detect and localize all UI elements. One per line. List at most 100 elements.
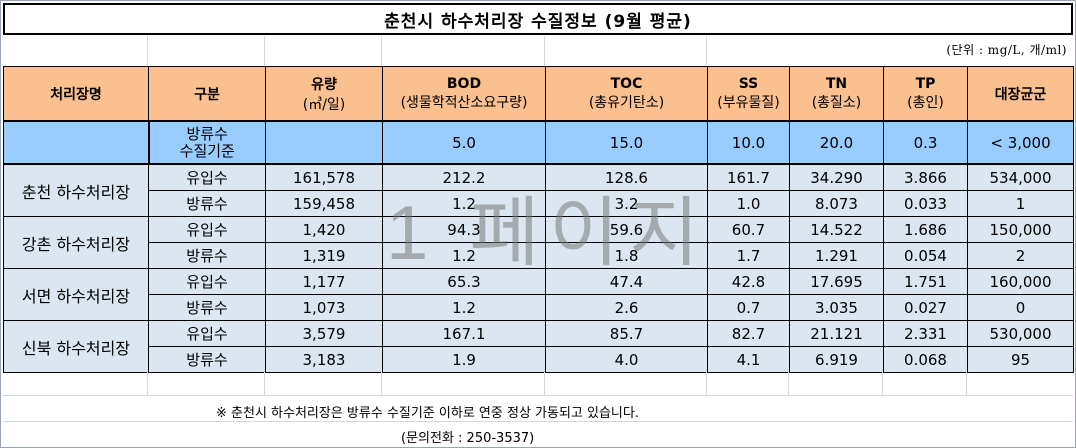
grid-cell (545, 36, 707, 66)
grid-cell (382, 36, 545, 66)
cell-ss: 1.7 (707, 242, 790, 269)
cell-toc: 4.0 (545, 346, 708, 373)
cell-coliform: 530,000 (967, 320, 1074, 347)
header-bod: BOD (생물학적산소요구량) (382, 66, 546, 122)
standard-flow (265, 120, 383, 165)
grid-cell (148, 36, 265, 66)
cell-coliform: 534,000 (967, 163, 1074, 191)
row-type: 방류수 (148, 294, 266, 321)
row-type: 유입수 (148, 216, 266, 243)
grid-cell (707, 370, 789, 395)
cell-tn: 21.121 (789, 320, 884, 347)
table-row: 강촌 하수처리장 유입수 1,420 94.3 59.6 60.7 14.522… (3, 216, 1074, 269)
plant-name: 강촌 하수처리장 (3, 216, 149, 269)
grid-cell (883, 370, 967, 395)
header-ss: SS (부유물질) (707, 66, 790, 122)
cell-coliform: 150,000 (967, 216, 1074, 243)
cell-tp: 0.068 (883, 346, 968, 373)
cell-flow: 161,578 (265, 163, 383, 191)
plant-name: 춘천 하수처리장 (3, 163, 149, 217)
cell-ss: 161.7 (707, 163, 790, 191)
cell-coliform: 160,000 (967, 268, 1074, 295)
cell-tn: 6.919 (789, 346, 884, 373)
cell-coliform: 0 (967, 294, 1074, 321)
cell-tn: 34.290 (789, 163, 884, 191)
cell-flow: 1,177 (265, 268, 383, 295)
row-type: 방류수 (148, 346, 266, 373)
cell-bod: 1.2 (382, 242, 546, 269)
header-type: 구분 (148, 66, 266, 122)
standard-empty-cell (3, 120, 149, 165)
grid-cell (3, 370, 148, 395)
header-tp: TP (총인) (883, 66, 968, 122)
standard-bod: 5.0 (382, 120, 546, 165)
cell-bod: 212.2 (382, 163, 546, 191)
row-type: 유입수 (148, 163, 266, 191)
table-row: 방류수 1,073 1.2 2.6 0.7 3.035 0.027 0 (4, 294, 1074, 321)
cell-coliform: 2 (967, 242, 1074, 269)
cell-flow: 1,420 (265, 216, 383, 243)
table-row: 서면 하수처리장 유입수 1,177 65.3 47.4 42.8 17.695… (3, 268, 1074, 321)
cell-ss: 60.7 (707, 216, 790, 243)
cell-coliform: 1 (967, 190, 1074, 217)
cell-tp: 2.331 (883, 320, 968, 347)
header-row: 처리장명 구분 유량 (㎥/일) BOD (생물학적산소요구량) TOC (총유기탄소… (3, 66, 1074, 122)
table-row: 신북 하수처리장 유입수 3,579 167.1 85.7 82.7 21.12… (3, 320, 1074, 373)
cell-ss: 1.0 (707, 190, 790, 217)
grid-cell (3, 36, 148, 66)
grid-cell (382, 370, 545, 395)
empty-grid-row (3, 421, 1073, 446)
cell-toc: 47.4 (545, 268, 708, 295)
row-type: 유입수 (148, 268, 266, 295)
standard-ss: 10.0 (707, 120, 790, 165)
grid-cell (789, 370, 883, 395)
cell-bod: 1.2 (382, 190, 546, 217)
cell-flow: 3,183 (265, 346, 383, 373)
cell-toc: 85.7 (545, 320, 708, 347)
table-row: 방류수 3,183 1.9 4.0 4.1 6.919 0.068 95 (4, 346, 1074, 373)
cell-ss: 4.1 (707, 346, 790, 373)
standard-tp: 0.3 (883, 120, 968, 165)
water-quality-table: 처리장명 구분 유량 (㎥/일) BOD (생물학적산소요구량) TOC (총유기탄소… (3, 66, 1074, 373)
header-plant: 처리장명 (3, 66, 149, 122)
standard-tn: 20.0 (789, 120, 884, 165)
cell-coliform: 95 (967, 346, 1074, 373)
standard-coliform: < 3,000 (967, 120, 1074, 165)
cell-flow: 159,458 (265, 190, 383, 217)
cell-toc: 3.2 (545, 190, 708, 217)
cell-toc: 59.6 (545, 216, 708, 243)
cell-ss: 0.7 (707, 294, 790, 321)
cell-flow: 1,073 (265, 294, 383, 321)
table-row: 방류수 159,458 1.2 3.2 1.0 8.073 0.033 1 (4, 190, 1074, 217)
empty-grid-row (3, 36, 1073, 66)
cell-flow: 1,319 (265, 242, 383, 269)
footnote: ※ 춘천시 하수처리장은 방류수 수질기준 이하로 연중 정상 가동되고 있습니… (216, 406, 639, 421)
plant-name: 서면 하수처리장 (3, 268, 149, 321)
cell-tn: 8.073 (789, 190, 884, 217)
cell-bod: 167.1 (382, 320, 546, 347)
cell-bod: 1.9 (382, 346, 546, 373)
grid-cell (265, 370, 382, 395)
cell-toc: 128.6 (545, 163, 708, 191)
page-title: 춘천시 하수처리장 수질정보 (9월 평균) (3, 3, 1073, 35)
table-row: 춘천 하수처리장 유입수 161,578 212.2 128.6 161.7 3… (3, 163, 1074, 217)
cell-tp: 3.866 (883, 163, 968, 191)
cell-tp: 0.054 (883, 242, 968, 269)
cell-tn: 17.695 (789, 268, 884, 295)
standard-toc: 15.0 (545, 120, 708, 165)
cell-toc: 2.6 (545, 294, 708, 321)
cell-flow: 3,579 (265, 320, 383, 347)
row-type: 방류수 (148, 190, 266, 217)
cell-tp: 0.033 (883, 190, 968, 217)
header-coliform: 대장균군 (967, 66, 1074, 122)
plant-name: 신북 하수처리장 (3, 320, 149, 373)
header-toc: TOC (총유기탄소) (545, 66, 708, 122)
empty-grid-row (3, 370, 1073, 395)
row-type: 방류수 (148, 242, 266, 269)
contact-phone: (문의전화 : 250-3537) (401, 431, 535, 446)
grid-cell (265, 36, 382, 66)
cell-ss: 42.8 (707, 268, 790, 295)
standard-row: 방류수 수질기준 5.0 15.0 10.0 20.0 0.3 < 3,000 (3, 120, 1074, 165)
cell-ss: 82.7 (707, 320, 790, 347)
